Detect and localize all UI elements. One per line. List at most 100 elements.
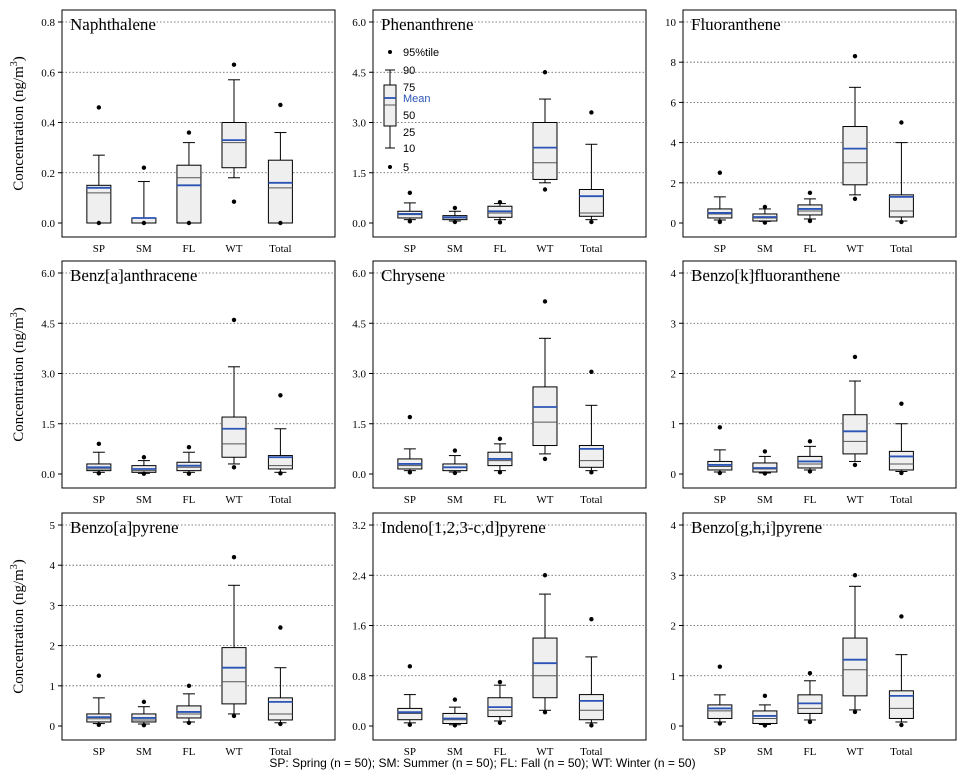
p5-point: [807, 218, 813, 224]
p5-point: [497, 220, 503, 225]
p95-point: [542, 299, 548, 304]
y-tick-label: 2: [671, 369, 677, 381]
x-tick-label: SM: [447, 243, 463, 255]
legend-p5-dot: [388, 165, 392, 169]
y-tick-label: 0.0: [352, 218, 366, 230]
x-tick-label: FL: [494, 746, 507, 756]
p95-point: [807, 439, 813, 444]
y-tick-label: 0: [50, 721, 56, 733]
p5-point: [407, 470, 413, 475]
x-tick-label: WT: [225, 494, 242, 506]
p5-point: [452, 470, 458, 476]
box-total: [888, 614, 914, 728]
p5-point: [96, 722, 102, 727]
x-tick-label: SP: [404, 494, 416, 506]
legend-label-mean: Mean: [403, 93, 431, 105]
panel-benzo-a-pyrene: 0 1 2 3 4 5 Benzo[a]pyrene SP SM FL WT Total: [50, 512, 336, 756]
iqr-box: [707, 704, 733, 719]
p95-point: [452, 697, 458, 702]
p5-point: [762, 723, 768, 728]
box-sm: [131, 699, 157, 728]
y-tick-label: 6: [671, 97, 677, 109]
y-tick-label: 5: [50, 520, 56, 532]
panel-title: Benzo[g,h,i]pyrene: [691, 518, 822, 537]
x-tick-label: SM: [447, 746, 463, 756]
p5-point: [186, 720, 192, 725]
iqr-box: [221, 416, 247, 458]
p95-point: [407, 414, 413, 420]
y-tick-label: 0: [671, 721, 677, 733]
legend-p95-dot: [388, 50, 392, 54]
x-tick-label: FL: [804, 243, 817, 255]
iqr-box: [532, 637, 558, 699]
box-total: [267, 102, 293, 226]
x-tick-label: Total: [580, 746, 602, 756]
plot-frame: [682, 260, 957, 489]
y-tick-label: 3.0: [352, 369, 366, 381]
x-tick-label: Total: [269, 243, 291, 255]
p95-point: [497, 436, 503, 442]
x-tick-label: WT: [225, 243, 242, 255]
box-total: [267, 393, 293, 476]
x-tick-label: WT: [846, 494, 863, 506]
box-sm: [131, 165, 157, 226]
box-fl: [176, 445, 202, 476]
p5-point: [807, 469, 813, 474]
box-sm: [752, 693, 778, 728]
panel-indeno-1-2-3-c-d-pyrene: 0.0 0.8 1.6 2.4 3.2 Indeno[1,2,3-c,d]pyrene SP…: [352, 512, 647, 756]
p95-point: [186, 445, 192, 450]
p5-point: [717, 721, 723, 726]
x-tick-label: SM: [136, 746, 152, 756]
y-tick-label: 4: [671, 138, 677, 150]
box-wt: [532, 299, 558, 462]
p95-point: [589, 110, 594, 115]
p5-point: [278, 220, 283, 226]
panel-title: Indeno[1,2,3-c,d]pyrene: [381, 518, 546, 537]
y-axis-label-row-1: Concentration (ng/m3): [9, 56, 28, 191]
y-tick-label: 1: [50, 681, 56, 693]
y-tick-label: 4: [50, 560, 56, 572]
p5-point: [899, 722, 904, 728]
panel-phenanthrene: 0.0 1.5 3.0 4.5 6.0 Phenanthrene SP SM FL WT Total…: [352, 9, 647, 255]
y-tick-label: 0.0: [41, 218, 55, 230]
iqr-box: [578, 189, 604, 217]
iqr-box: [267, 159, 293, 224]
x-tick-label: FL: [183, 746, 196, 756]
box-sp: [397, 190, 423, 224]
iqr-box: [842, 637, 868, 697]
p95-point: [141, 455, 147, 460]
p95-point: [589, 617, 594, 622]
x-tick-label: SP: [93, 243, 105, 255]
p5-point: [497, 470, 503, 475]
x-tick-label: WT: [846, 243, 863, 255]
x-tick-label: FL: [804, 746, 817, 756]
p95-point: [852, 573, 858, 578]
p95-point: [452, 448, 458, 453]
x-tick-label: FL: [494, 494, 507, 506]
box-sp: [86, 105, 112, 226]
p5-point: [542, 709, 548, 715]
box-fl: [487, 679, 513, 726]
y-tick-label: 0.0: [352, 721, 366, 733]
box-sm: [752, 449, 778, 476]
plot-frame: [61, 9, 336, 238]
y-tick-label: 1.6: [352, 621, 366, 633]
y-tick-label: 3.2: [352, 520, 366, 532]
box-fl: [176, 130, 202, 226]
p95-point: [807, 671, 813, 676]
p95-point: [852, 53, 858, 59]
plot-frame: [61, 512, 336, 741]
p5-point: [278, 471, 283, 476]
panel-title: Benzo[a]pyrene: [70, 518, 179, 537]
y-tick-label: 6.0: [352, 17, 366, 29]
p95-point: [807, 190, 813, 196]
y-tick-label: 0.0: [352, 469, 366, 481]
p5-point: [807, 719, 813, 725]
p5-point: [762, 471, 768, 476]
p95-point: [899, 401, 904, 406]
p95-point: [231, 317, 237, 323]
p5-point: [899, 470, 904, 476]
p95-point: [717, 425, 723, 430]
x-tick-label: SM: [757, 494, 773, 506]
